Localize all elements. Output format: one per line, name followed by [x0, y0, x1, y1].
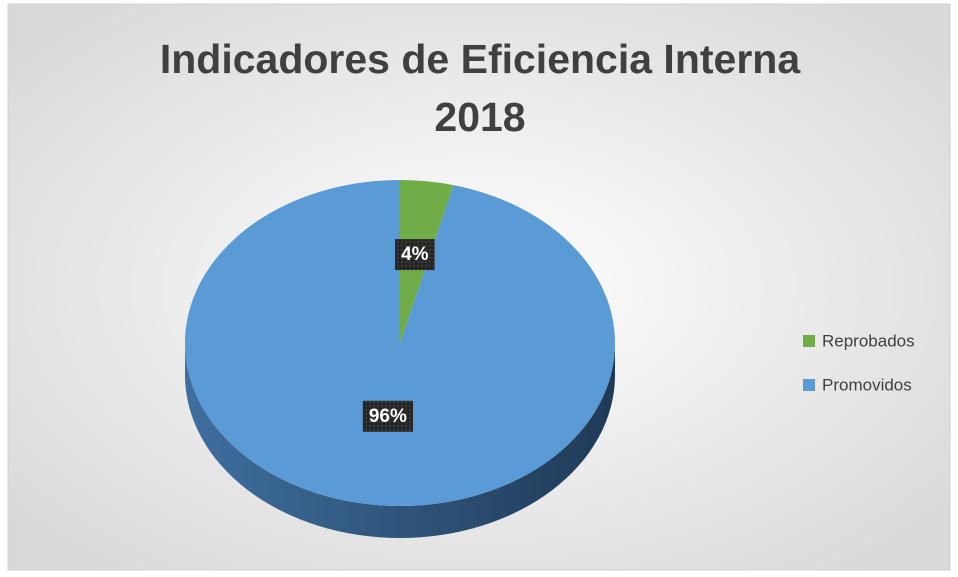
legend-swatch	[803, 335, 815, 347]
legend-label: Reprobados	[822, 331, 915, 350]
legend-label: Promovidos	[822, 375, 912, 394]
pie-slice	[184, 179, 615, 506]
legend-swatch	[803, 379, 815, 391]
data-label: 4%	[401, 244, 429, 265]
pie-side	[185, 343, 615, 538]
data-label-box	[395, 239, 435, 271]
data-label-box	[362, 400, 413, 432]
chart-title: Indicadores de Eficiencia Interna 2018	[159, 36, 801, 140]
data-label: 96%	[369, 406, 407, 427]
